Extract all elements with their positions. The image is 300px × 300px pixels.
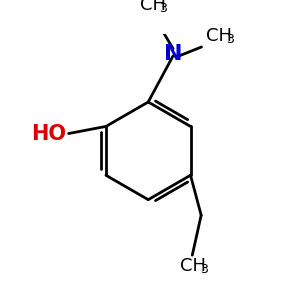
Text: 3: 3 (200, 263, 208, 276)
Text: CH: CH (206, 27, 232, 45)
Text: N: N (164, 44, 182, 64)
Text: CH: CH (180, 257, 206, 275)
Text: 3: 3 (159, 2, 167, 15)
Text: HO: HO (31, 124, 66, 143)
Text: CH: CH (140, 0, 166, 14)
Text: 3: 3 (226, 33, 234, 46)
